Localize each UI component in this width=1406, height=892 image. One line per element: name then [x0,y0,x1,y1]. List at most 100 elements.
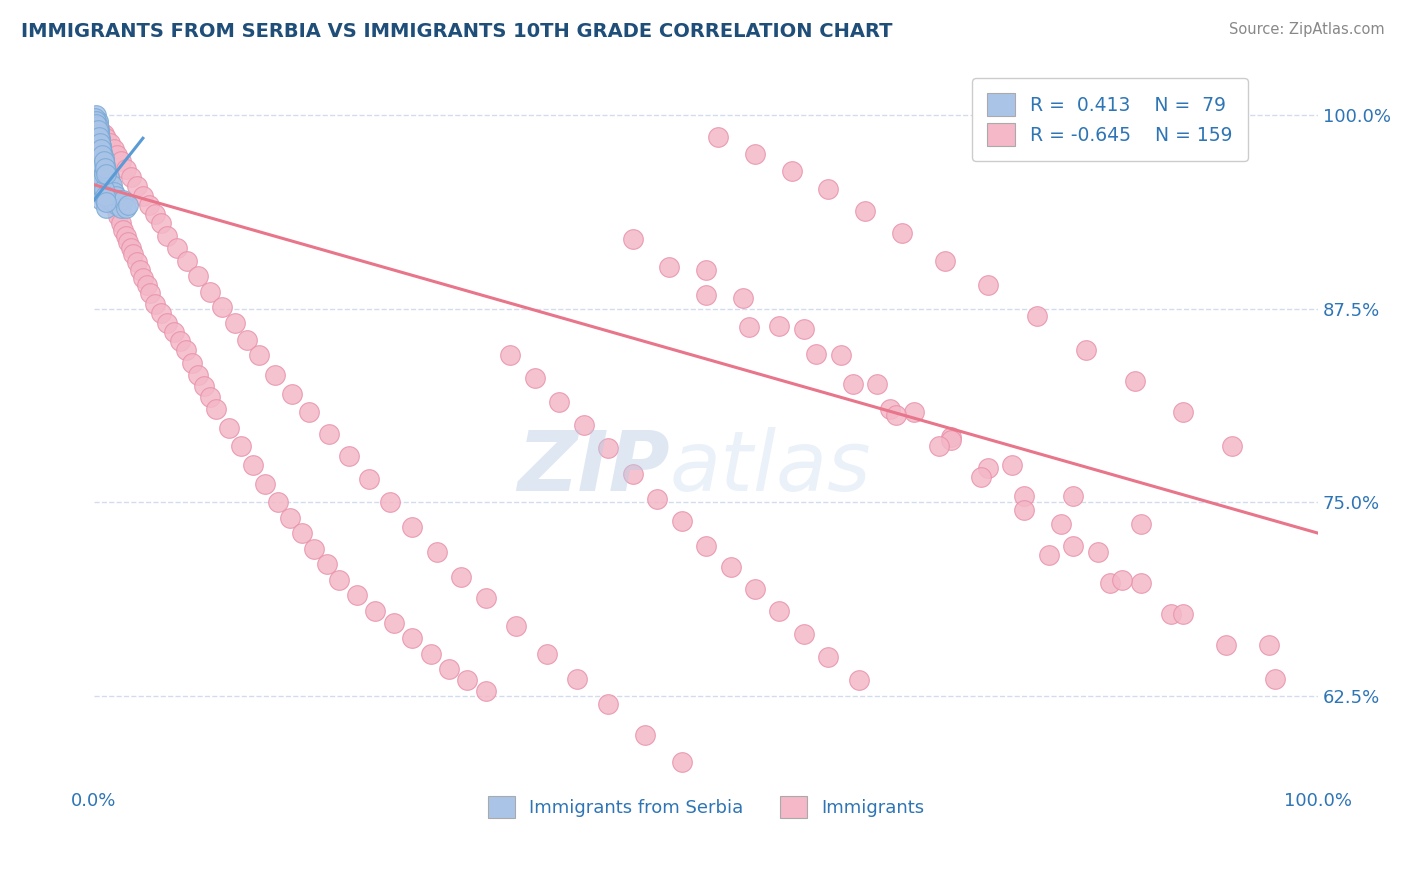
Point [103,188,125,202]
Point [84,139,107,153]
Point [242,458,264,472]
Point [695,287,717,301]
Point [89,186,111,200]
Point [89,142,111,156]
Point [138,198,160,212]
Point [104,194,127,209]
Point [1062,489,1084,503]
Point [132,188,155,202]
Point [94,188,117,202]
Point [87,146,110,161]
Point [768,318,790,333]
Point [419,647,441,661]
Point [976,278,998,293]
Point [86,154,108,169]
Point [110,154,132,169]
Point [572,417,595,432]
Point [671,514,693,528]
Point [1123,375,1146,389]
Point [720,560,742,574]
Point [97,169,120,184]
Point [162,325,184,339]
Point [105,204,128,219]
Point [437,663,460,677]
Point [91,157,114,171]
Point [87,129,110,144]
Point [94,152,117,166]
Point [100,193,122,207]
Point [1160,607,1182,621]
Point [90,152,112,166]
Point [129,263,152,277]
Point [970,470,993,484]
Point [187,268,209,283]
Point [87,178,110,192]
Point [86,114,108,128]
Point [114,201,136,215]
Point [1098,575,1121,590]
Point [150,306,173,320]
Point [87,127,110,141]
Point [89,123,111,137]
Point [94,193,117,207]
Point [853,204,876,219]
Point [842,377,865,392]
Point [1215,638,1237,652]
Point [150,216,173,230]
Point [707,129,730,144]
Point [104,188,127,202]
Point [1222,439,1244,453]
Point [598,697,620,711]
Point [738,320,761,334]
Point [1264,672,1286,686]
Point [104,193,127,207]
Point [224,316,246,330]
Point [87,136,110,150]
Point [211,300,233,314]
Point [93,167,115,181]
Point [86,169,108,184]
Point [505,619,527,633]
Point [98,186,121,200]
Point [229,439,252,453]
Point [166,241,188,255]
Point [1173,607,1195,621]
Legend: Immigrants from Serbia, Immigrants: Immigrants from Serbia, Immigrants [481,789,932,825]
Point [382,615,405,630]
Point [86,120,108,135]
Point [97,193,120,207]
Point [117,198,139,212]
Point [110,201,132,215]
Point [1025,310,1047,324]
Point [426,545,449,559]
Point [337,449,360,463]
Point [93,127,115,141]
Point [1173,405,1195,419]
Point [89,136,111,150]
Point [90,162,112,177]
Point [1001,458,1024,472]
Point [89,133,111,147]
Point [174,343,197,358]
Point [105,198,128,212]
Point [205,402,228,417]
Text: IMMIGRANTS FROM SERBIA VS IMMIGRANTS 10TH GRADE CORRELATION CHART: IMMIGRANTS FROM SERBIA VS IMMIGRANTS 10T… [21,22,893,41]
Point [93,154,115,169]
Point [695,263,717,277]
Point [87,152,110,166]
Point [1129,516,1152,531]
Point [96,131,118,145]
Point [96,162,118,177]
Point [567,672,589,686]
Point [90,167,112,181]
Point [1050,516,1073,531]
Point [86,123,108,137]
Point [96,169,118,184]
Point [96,167,118,181]
Point [884,409,907,423]
Point [474,591,496,606]
Point [96,163,118,178]
Point [695,539,717,553]
Point [236,333,259,347]
Point [114,228,136,243]
